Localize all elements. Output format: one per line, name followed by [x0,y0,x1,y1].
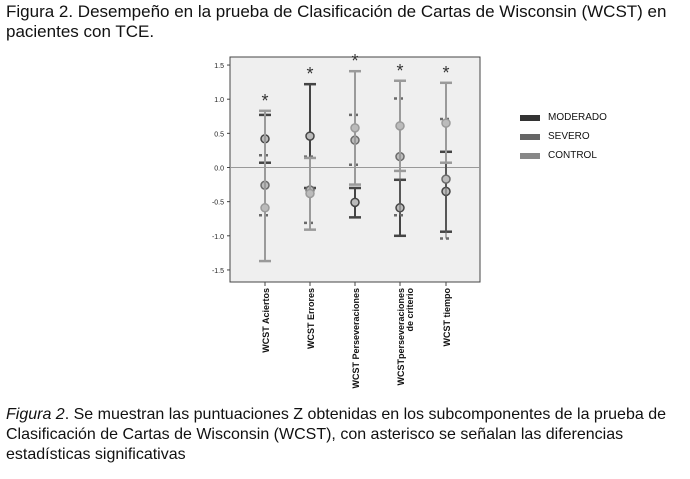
significance-asterisk: * [442,63,449,83]
legend-label: CONTROL [548,150,597,161]
legend-item-control: CONTROL [520,150,597,161]
x-tick-label: WCSTperseveraciones [396,288,406,386]
mean-marker [350,197,360,208]
mean-marker [441,118,451,128]
legend-swatch [520,152,540,159]
figure-title: Figura 2. Desempeño en la prueba de Clas… [6,2,667,41]
y-tick-label: -0.5 [212,200,224,207]
mean-marker [350,123,360,133]
caption-label: Figura 2 [6,406,65,423]
legend-label: SEVERO [548,131,590,142]
significance-asterisk: * [351,51,358,71]
mean-marker [305,131,315,141]
mean-marker [395,121,405,131]
y-tick-label: 0.5 [214,131,224,138]
significance-asterisk: * [396,61,403,81]
y-tick-label: 1.5 [214,63,224,70]
y-tick-label: -1.5 [212,268,224,275]
legend-swatch [520,114,540,121]
x-tick-label: WCST Perseveraciones [351,288,361,389]
y-tick-label: -1.0 [212,234,224,241]
mean-marker [305,188,315,199]
mean-marker [441,174,451,184]
significance-asterisk: * [261,91,268,111]
mean-marker [260,203,270,213]
caption-text: . Se muestran las puntuaciones Z obtenid… [6,406,666,463]
y-tick-label: 1.0 [214,97,224,104]
x-tick-label: WCST Errores [306,288,316,349]
legend-item-severo: SEVERO [520,131,590,142]
figure-caption: Figura 2. Se muestran las puntuaciones Z… [6,405,688,465]
legend-label: MODERADO [548,112,607,123]
legend-item-moderado: MODERADO [520,112,607,123]
x-tick-label: WCST tiempo [442,288,452,347]
legend-swatch [520,133,540,140]
y-tick-label: 0.0 [214,166,224,173]
significance-asterisk: * [306,64,313,84]
error-bar-chart: 1.5 1.0 0.5 0.0 -0.5 -1.0 -1.5 WCST Aciertos * WC… [212,51,481,389]
x-tick-label: de criterio [405,287,415,331]
x-tick-label: WCST Aciertos [261,288,271,353]
